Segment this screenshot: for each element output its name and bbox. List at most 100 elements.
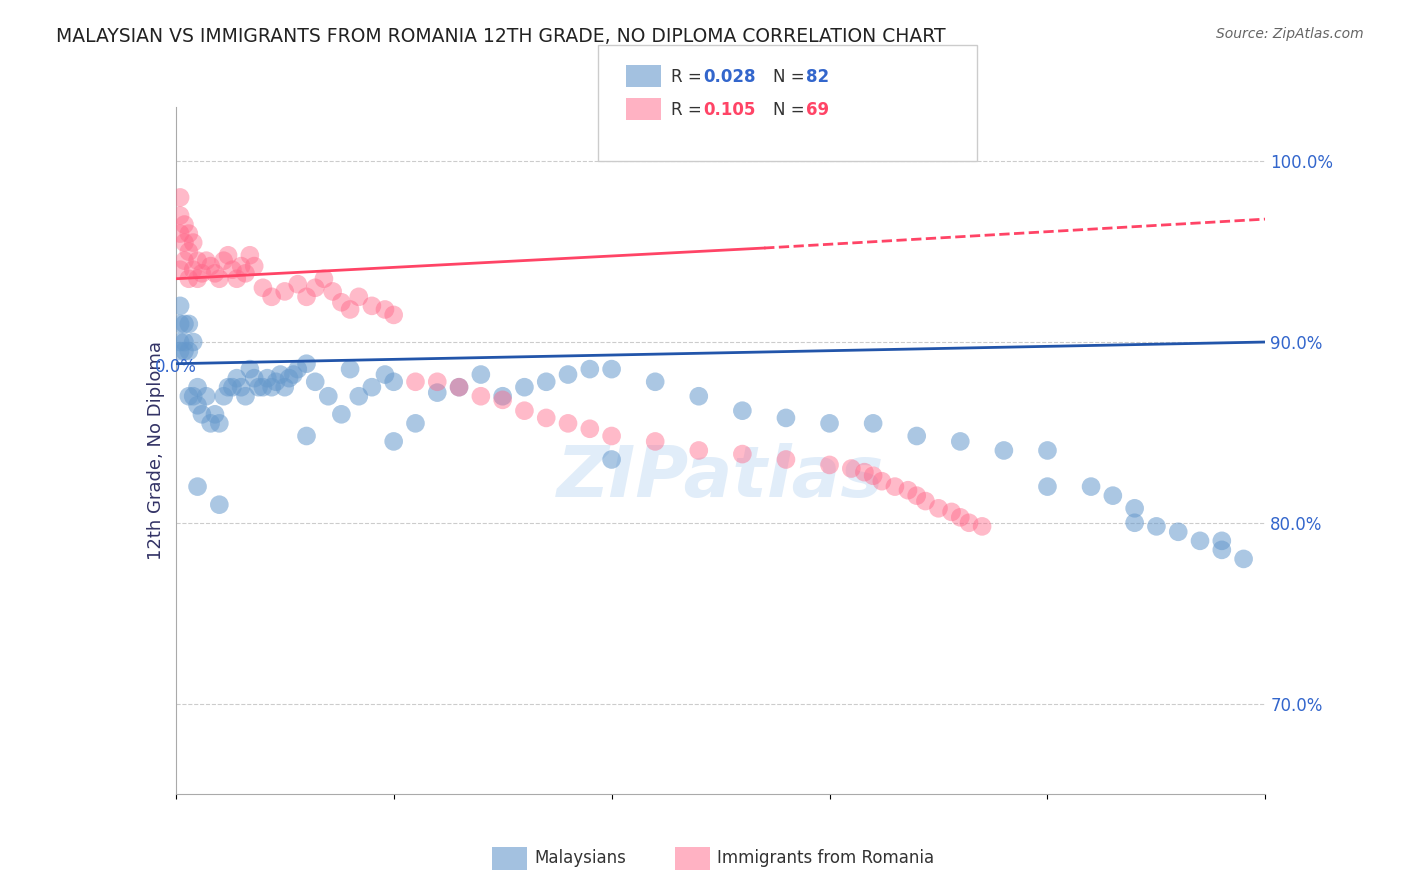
Text: R =: R =	[671, 68, 707, 86]
Point	[426, 375, 449, 389]
Point	[688, 443, 710, 458]
Point	[181, 235, 204, 250]
Text: 69: 69	[806, 101, 828, 119]
Point	[382, 434, 405, 449]
Text: R =: R =	[671, 101, 707, 119]
Text: 82: 82	[806, 68, 828, 86]
Point	[225, 371, 247, 385]
Point	[312, 272, 335, 286]
Text: 0.028: 0.028	[703, 68, 755, 86]
Point	[304, 281, 326, 295]
Point	[169, 227, 191, 241]
Point	[426, 385, 449, 400]
Point	[339, 302, 361, 317]
Point	[295, 429, 318, 443]
Point	[928, 501, 950, 516]
Point	[278, 371, 301, 385]
Point	[186, 380, 209, 394]
Point	[181, 389, 204, 403]
Point	[221, 262, 243, 277]
Point	[173, 334, 195, 349]
Point	[534, 411, 557, 425]
Point	[169, 344, 191, 359]
Point	[905, 489, 928, 503]
Point	[1036, 443, 1059, 458]
Point	[221, 380, 243, 394]
Point	[470, 389, 492, 403]
Point	[252, 281, 274, 295]
Point	[177, 244, 200, 259]
Point	[200, 259, 222, 273]
Point	[191, 266, 214, 280]
Point	[235, 266, 257, 280]
Point	[374, 302, 396, 317]
Point	[600, 452, 623, 467]
Point	[204, 266, 226, 280]
Text: 0.0%: 0.0%	[155, 358, 197, 376]
Point	[841, 461, 863, 475]
Point	[600, 362, 623, 376]
Text: Source: ZipAtlas.com: Source: ZipAtlas.com	[1216, 27, 1364, 41]
Point	[600, 429, 623, 443]
Point	[239, 248, 262, 262]
Point	[1144, 519, 1167, 533]
Point	[644, 375, 666, 389]
Point	[169, 317, 191, 331]
Text: N =: N =	[773, 68, 810, 86]
Point	[231, 259, 253, 273]
Point	[243, 371, 266, 385]
Point	[513, 380, 536, 394]
Point	[447, 380, 470, 394]
Point	[217, 380, 239, 394]
Point	[862, 417, 884, 431]
Point	[269, 368, 291, 382]
Point	[235, 389, 257, 403]
Point	[225, 272, 247, 286]
Point	[322, 285, 344, 299]
Point	[513, 403, 536, 417]
Point	[1102, 489, 1125, 503]
Point	[1123, 501, 1146, 516]
Point	[557, 368, 579, 382]
Point	[304, 375, 326, 389]
Point	[208, 498, 231, 512]
Point	[914, 494, 936, 508]
Text: Malaysians: Malaysians	[534, 849, 626, 867]
Point	[177, 317, 200, 331]
Point	[173, 317, 195, 331]
Point	[382, 308, 405, 322]
Point	[177, 272, 200, 286]
Point	[1080, 480, 1102, 494]
Point	[318, 389, 340, 403]
Point	[941, 505, 963, 519]
Point	[374, 368, 396, 382]
Point	[256, 371, 278, 385]
Point	[339, 362, 361, 376]
Point	[1211, 542, 1233, 557]
Point	[169, 190, 191, 204]
Point	[177, 344, 200, 359]
Point	[200, 417, 222, 431]
Point	[557, 417, 579, 431]
Point	[1232, 552, 1256, 566]
Point	[169, 209, 191, 223]
Point	[1036, 480, 1059, 494]
Point	[970, 519, 993, 533]
Point	[181, 334, 204, 349]
Point	[181, 262, 204, 277]
Point	[993, 443, 1015, 458]
Point	[243, 259, 266, 273]
Point	[447, 380, 470, 394]
Point	[1211, 533, 1233, 548]
Text: MALAYSIAN VS IMMIGRANTS FROM ROMANIA 12TH GRADE, NO DIPLOMA CORRELATION CHART: MALAYSIAN VS IMMIGRANTS FROM ROMANIA 12T…	[56, 27, 946, 45]
Point	[775, 452, 797, 467]
Point	[212, 253, 235, 268]
Point	[1189, 533, 1212, 548]
Point	[870, 474, 893, 488]
Point	[405, 417, 427, 431]
Point	[274, 285, 297, 299]
Point	[173, 344, 195, 359]
Point	[204, 407, 226, 421]
Point	[534, 375, 557, 389]
Point	[330, 295, 353, 310]
